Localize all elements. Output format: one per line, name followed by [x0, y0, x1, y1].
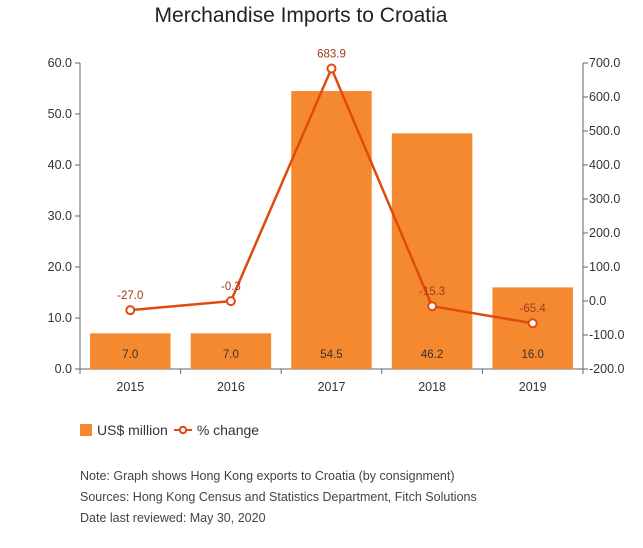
line-value-label: -15.3	[419, 286, 445, 298]
legend-item-bars[interactable]: US$ million	[80, 422, 168, 438]
bar-value-label: 46.2	[421, 349, 443, 361]
x-tick-label: 2016	[217, 380, 245, 394]
left-axis: 0.0 10.0 20.0 30.0 40.0 50.0 60.0	[48, 56, 81, 376]
line-point	[125, 305, 136, 316]
line-value-label: -0.3	[221, 281, 241, 293]
right-tick-label: -100.0	[589, 328, 624, 342]
right-tick-label: 300.0	[589, 192, 620, 206]
reviewed-date: Date last reviewed: May 30, 2020	[80, 511, 266, 525]
chart: Merchandise Imports to Croatia 0.0 10.0 20…	[48, 4, 625, 394]
bar	[90, 333, 171, 369]
left-tick-label: 50.0	[48, 107, 72, 121]
right-tick-label: 100.0	[589, 260, 620, 274]
bar-value-label: 16.0	[522, 349, 544, 361]
line-value-label: 683.9	[317, 48, 346, 60]
x-tick-label: 2019	[519, 380, 547, 394]
left-tick-label: 60.0	[48, 56, 72, 70]
line-marker-icon	[173, 425, 192, 435]
bar	[391, 133, 473, 369]
line-point	[427, 301, 438, 312]
bar-value-label: 7.0	[223, 349, 239, 361]
bar	[190, 333, 272, 369]
legend: US$ million % change	[80, 422, 259, 438]
right-axis: -200.0 -100.0 0.0 100.0 200.0 300.0 400.0 500.0…	[582, 56, 624, 376]
bar	[291, 91, 372, 370]
x-axis: 2015 2016 2017 2018 2019	[79, 368, 584, 394]
chart-title: Merchandise Imports to Croatia	[155, 4, 448, 27]
left-tick-label: 40.0	[48, 158, 72, 172]
right-tick-label: 200.0	[589, 226, 620, 240]
line-value-label: -27.0	[117, 290, 143, 302]
right-tick-label: 500.0	[589, 124, 620, 138]
bar-value-label: 54.5	[320, 349, 342, 361]
chart-notes: Note: Graph shows Hong Kong exports to C…	[80, 466, 477, 529]
x-tick-label: 2018	[418, 380, 446, 394]
right-tick-label: 400.0	[589, 158, 620, 172]
line-point	[527, 318, 538, 329]
bar-value-label: 7.0	[122, 349, 138, 361]
legend-label-bars: US$ million	[97, 422, 168, 438]
right-tick-label: 0.0	[589, 294, 606, 308]
right-tick-label: -200.0	[589, 362, 624, 376]
x-tick-label: 2017	[318, 380, 346, 394]
line-series: -27.0 -0.3 683.9 -15.3 -65.4	[117, 48, 547, 329]
x-tick-label: 2015	[116, 380, 144, 394]
left-tick-label: 30.0	[48, 209, 72, 223]
note-text: Note: Graph shows Hong Kong exports to C…	[80, 469, 455, 483]
left-tick-label: 0.0	[55, 362, 72, 376]
bar-swatch-icon	[80, 424, 92, 436]
line-point	[225, 296, 236, 307]
line-value-label: -65.4	[520, 303, 547, 315]
left-tick-label: 20.0	[48, 260, 72, 274]
legend-item-line[interactable]: % change	[173, 422, 260, 438]
sources-text: Sources: Hong Kong Census and Statistics…	[80, 490, 477, 504]
legend-label-line: % change	[196, 422, 260, 438]
bar-series: 7.0 7.0 54.5 46.2 16.0	[90, 91, 573, 370]
line-point	[326, 63, 337, 74]
left-tick-label: 10.0	[48, 311, 72, 325]
right-tick-label: 700.0	[589, 56, 620, 70]
right-tick-label: 600.0	[589, 90, 620, 104]
